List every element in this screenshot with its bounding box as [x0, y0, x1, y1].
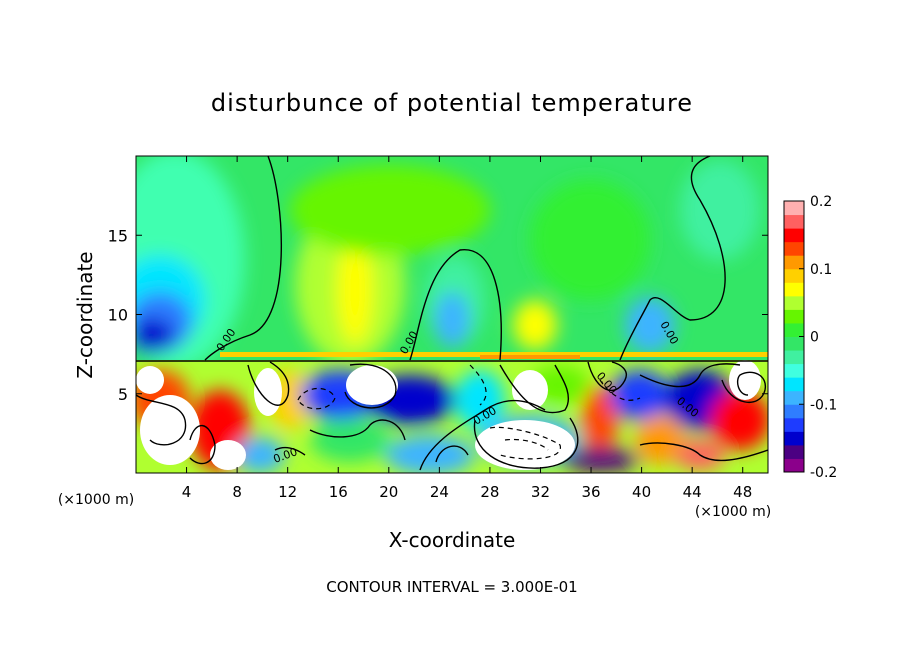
colorbar: 0.2 0.1 0 -0.1 -0.2 [783, 194, 837, 481]
x-tick-label: 12 [278, 483, 297, 501]
colorbar-swatch [784, 241, 804, 256]
contour-line [136, 394, 187, 446]
saturated-region [346, 365, 398, 405]
colorbar-tick-label: 0.2 [810, 194, 832, 210]
contour-line [247, 361, 290, 406]
colorbar-swatch [784, 228, 804, 243]
contour-interval-footer: CONTOUR INTERVAL = 3.000E-01 [326, 578, 577, 596]
saturated-region [210, 440, 246, 470]
colorbar-swatch [784, 268, 804, 283]
x-tick-label: 8 [232, 483, 242, 501]
y-axis: 5 10 15 [108, 226, 768, 404]
colorbar-tick-label: 0 [810, 330, 819, 346]
contour-lines [136, 156, 768, 471]
zero-contour [204, 156, 283, 361]
contour-line [639, 363, 741, 388]
colorbar-swatch [784, 417, 804, 432]
chart-title: disturbunce of potential temperature [211, 89, 693, 117]
colorbar-swatch [784, 309, 804, 324]
saturated-region [254, 368, 282, 416]
x-axis: 4 8 12 16 20 24 28 32 36 40 44 48 [182, 156, 752, 501]
colorbar-swatch [784, 295, 804, 310]
colorbar-swatch [784, 404, 804, 419]
colorbar-swatch [784, 255, 804, 270]
contour-line [721, 371, 766, 403]
contour-line [344, 363, 397, 409]
upper-field [136, 156, 768, 360]
lower-field [136, 360, 768, 473]
x-tick-label: 4 [182, 483, 192, 501]
y-tick-label: 15 [108, 226, 128, 245]
x-tick-label: 36 [581, 483, 600, 501]
colorbar-tick-label: 0.1 [810, 262, 832, 278]
x-unit-left: (×1000 m) [58, 492, 134, 508]
x-tick-label: 24 [430, 483, 449, 501]
saturated-region [512, 370, 548, 410]
colorbar-swatch [784, 431, 804, 446]
colorbar-swatch [784, 350, 804, 365]
x-tick-label: 32 [531, 483, 550, 501]
saturated-region [729, 360, 761, 400]
colorbar-swatch [784, 377, 804, 392]
contour-line [435, 445, 469, 463]
zero-contour [619, 156, 726, 361]
x-tick-label: 48 [733, 483, 752, 501]
colorbar-swatch [784, 214, 804, 229]
colorbar-swatch [784, 336, 804, 351]
colorbar-swatch [784, 458, 804, 473]
x-tick-label: 20 [379, 483, 398, 501]
y-axis-label: Z-coordinate [73, 251, 97, 378]
contour-line [499, 364, 570, 414]
colorbar-tick-label: -0.2 [810, 465, 837, 481]
y-tick-label: 5 [118, 385, 128, 404]
colorbar-swatch [784, 390, 804, 405]
contour-line [309, 419, 406, 441]
plot-area: 0.00 0.00 0.00 0.00 0.00 0.00 0.00 [136, 156, 768, 473]
colorbar-swatch [784, 444, 804, 459]
zero-contour [409, 249, 502, 361]
contour-line [639, 442, 768, 462]
saturated-region [136, 366, 164, 394]
colorbar-swatch [784, 363, 804, 378]
colorbar-swatch [784, 322, 804, 337]
saturated-region [475, 420, 575, 470]
colorbar-swatch [784, 201, 804, 216]
x-tick-label: 40 [632, 483, 651, 501]
y-tick-label: 10 [108, 306, 128, 325]
contour-line [189, 424, 216, 465]
negative-contours [297, 364, 641, 460]
contour-line [419, 399, 546, 471]
colorbar-swatch [784, 282, 804, 297]
contour-line [274, 446, 306, 456]
saturated-region [140, 395, 200, 465]
inversion-band [220, 352, 768, 357]
x-unit-right: (×1000 m) [695, 504, 771, 520]
colorbar-tick-label: -0.1 [810, 397, 837, 413]
x-axis-label: X-coordinate [389, 528, 516, 552]
x-tick-label: 16 [329, 483, 348, 501]
contour-line [587, 361, 627, 392]
x-tick-label: 44 [683, 483, 702, 501]
x-tick-label: 28 [480, 483, 499, 501]
contour-line [473, 417, 579, 469]
